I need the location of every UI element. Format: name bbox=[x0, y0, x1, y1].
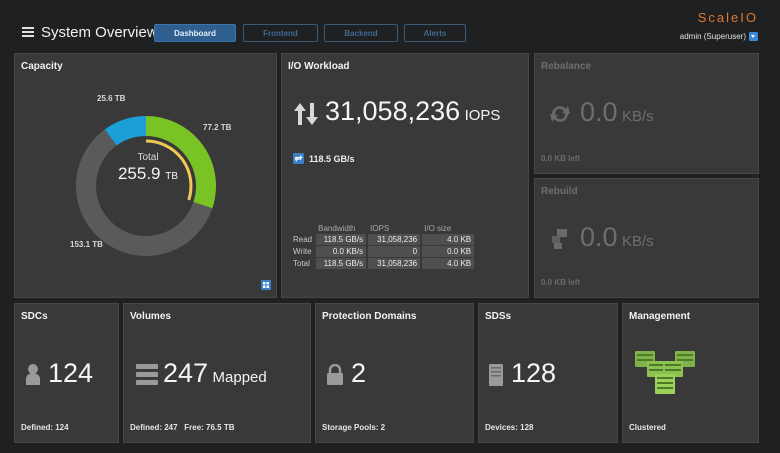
io-title: I/O Workload bbox=[288, 61, 350, 72]
lock-icon bbox=[327, 364, 343, 385]
free-capacity-label: 153.1 TB bbox=[70, 240, 103, 249]
rebalance-title: Rebalance bbox=[541, 61, 592, 72]
io-table-header: Bandwidth IOPS I/O size bbox=[292, 223, 474, 233]
rebalance-readout: 0.0 KB/s bbox=[580, 97, 654, 128]
user-name: admin (Superuser) bbox=[679, 32, 746, 41]
cell-bandwidth: 118.5 GB/s bbox=[316, 234, 367, 245]
rebalance-footer: 0.0 KB left bbox=[541, 154, 581, 163]
capacity-total-unit: TB bbox=[165, 171, 179, 182]
capacity-title: Capacity bbox=[21, 61, 63, 72]
table-row: Total 118.5 GB/s 31,058,236 4.0 KB bbox=[292, 258, 475, 269]
table-row: Write 0.0 KB/s 0 0.0 KB bbox=[292, 246, 475, 257]
iops-value: 31,058,236 bbox=[325, 96, 461, 126]
menu-icon[interactable] bbox=[22, 27, 34, 37]
protection-value: 2 bbox=[351, 358, 367, 388]
protection-title: Protection Domains bbox=[322, 311, 417, 322]
capacity-donut-chart bbox=[76, 116, 216, 256]
col-iops: IOPS bbox=[370, 223, 390, 233]
sdcs-panel: SDCs 124 Defined: 124 bbox=[14, 303, 119, 443]
sdss-panel: SDSs 128 Devices: 128 bbox=[478, 303, 618, 443]
rebuild-panel: Rebuild 0.0 KB/s 0.0 KB left bbox=[534, 178, 759, 298]
volumes-panel: Volumes 247 Mapped Defined: 247 Free: 76… bbox=[123, 303, 311, 443]
sdcs-value: 124 bbox=[48, 358, 94, 388]
chevron-down-icon[interactable] bbox=[749, 32, 758, 41]
management-title: Management bbox=[629, 311, 691, 322]
col-io-size: I/O size bbox=[424, 223, 452, 233]
sdss-value: 128 bbox=[511, 358, 557, 388]
rebuild-icon bbox=[552, 229, 567, 249]
volumes-value: 247 bbox=[163, 358, 209, 388]
tab-alerts[interactable]: Alerts bbox=[404, 24, 466, 42]
donut-segment bbox=[104, 116, 147, 146]
io-workload-panel: I/O Workload 31,058,236 IOPS 118.5 GB/s … bbox=[281, 53, 529, 298]
user-menu[interactable]: admin (Superuser) bbox=[680, 32, 758, 41]
inner-indicator-ring bbox=[145, 139, 193, 201]
donut-segment bbox=[145, 116, 216, 209]
rebalance-panel: Rebalance 0.0 KB/s 0.0 KB left bbox=[534, 53, 759, 174]
capacity-panel: Capacity Total 255.9 TB 77.2 TB 25.6 TB … bbox=[14, 53, 277, 298]
capacity-total: Total 255.9 TB bbox=[93, 152, 203, 184]
cell-bandwidth: 0.0 KB/s bbox=[316, 246, 367, 257]
sdcs-footer: Defined: 124 bbox=[21, 423, 69, 432]
capacity-total-label: Total bbox=[137, 152, 159, 163]
cell-io-size: 4.0 KB bbox=[422, 234, 475, 245]
tab-backend[interactable]: Backend bbox=[324, 24, 398, 42]
cluster-servers-icon bbox=[635, 351, 695, 394]
cell-iops: 0 bbox=[368, 246, 421, 257]
col-bandwidth: Bandwidth bbox=[318, 223, 356, 233]
volumes-title: Volumes bbox=[130, 311, 171, 322]
cell-bandwidth: 118.5 GB/s bbox=[316, 258, 367, 269]
row-label: Write bbox=[293, 247, 312, 256]
server-icon bbox=[489, 364, 503, 386]
header: System Overview Dashboard Frontend Backe… bbox=[0, 0, 780, 52]
iops-readout: 31,058,236 IOPS bbox=[325, 96, 500, 127]
cell-iops: 31,058,236 bbox=[368, 234, 421, 245]
cell-iops: 31,058,236 bbox=[368, 258, 421, 269]
row-label: Read bbox=[293, 235, 313, 244]
rebalance-unit: KB/s bbox=[622, 108, 654, 125]
rebuild-unit: KB/s bbox=[622, 233, 654, 250]
rebuild-readout: 0.0 KB/s bbox=[580, 222, 654, 253]
volumes-suffix: Mapped bbox=[212, 369, 267, 386]
sdss-footer: Devices: 128 bbox=[485, 423, 534, 432]
protection-domains-panel: Protection Domains 2 Storage Pools: 2 bbox=[315, 303, 474, 443]
sdss-title: SDSs bbox=[485, 311, 512, 322]
rebalance-icon bbox=[550, 106, 570, 122]
tab-dashboard[interactable]: Dashboard bbox=[154, 24, 236, 42]
protection-footer: Storage Pools: 2 bbox=[322, 423, 386, 432]
bandwidth-value: 118.5 GB/s bbox=[309, 154, 355, 164]
rebuild-value: 0.0 bbox=[580, 222, 618, 252]
io-arrows-icon bbox=[294, 103, 318, 125]
volumes-readout: 247 Mapped bbox=[163, 358, 267, 389]
io-table: Bandwidth IOPS I/O size Read 118.5 GB/s … bbox=[290, 222, 476, 270]
volumes-icon bbox=[136, 364, 158, 385]
iops-unit: IOPS bbox=[464, 107, 501, 124]
management-panel: Management Clustered bbox=[622, 303, 759, 443]
rebuild-footer: 0.0 KB left bbox=[541, 278, 581, 287]
rebalance-value: 0.0 bbox=[580, 97, 618, 127]
management-footer: Clustered bbox=[629, 423, 666, 432]
row-label: Total bbox=[293, 259, 310, 268]
sdcs-title: SDCs bbox=[21, 311, 48, 322]
cell-io-size: 0.0 KB bbox=[422, 246, 475, 257]
page-title: System Overview bbox=[41, 24, 158, 41]
cell-io-size: 4.0 KB bbox=[422, 258, 475, 269]
tab-frontend[interactable]: Frontend bbox=[243, 24, 318, 42]
donut-segment bbox=[76, 129, 213, 256]
table-row: Read 118.5 GB/s 31,058,236 4.0 KB bbox=[292, 234, 475, 245]
expand-icon[interactable] bbox=[261, 280, 271, 290]
spare-capacity-label: 25.6 TB bbox=[97, 94, 126, 103]
rebuild-title: Rebuild bbox=[541, 186, 578, 197]
used-capacity-label: 77.2 TB bbox=[203, 123, 232, 132]
user-icon bbox=[26, 364, 40, 385]
bandwidth-icon bbox=[293, 153, 304, 164]
capacity-total-value: 255.9 bbox=[117, 164, 161, 183]
brand-logo: ScaleIO bbox=[697, 10, 758, 25]
volumes-footer: Defined: 247 Free: 76.5 TB bbox=[130, 423, 235, 432]
